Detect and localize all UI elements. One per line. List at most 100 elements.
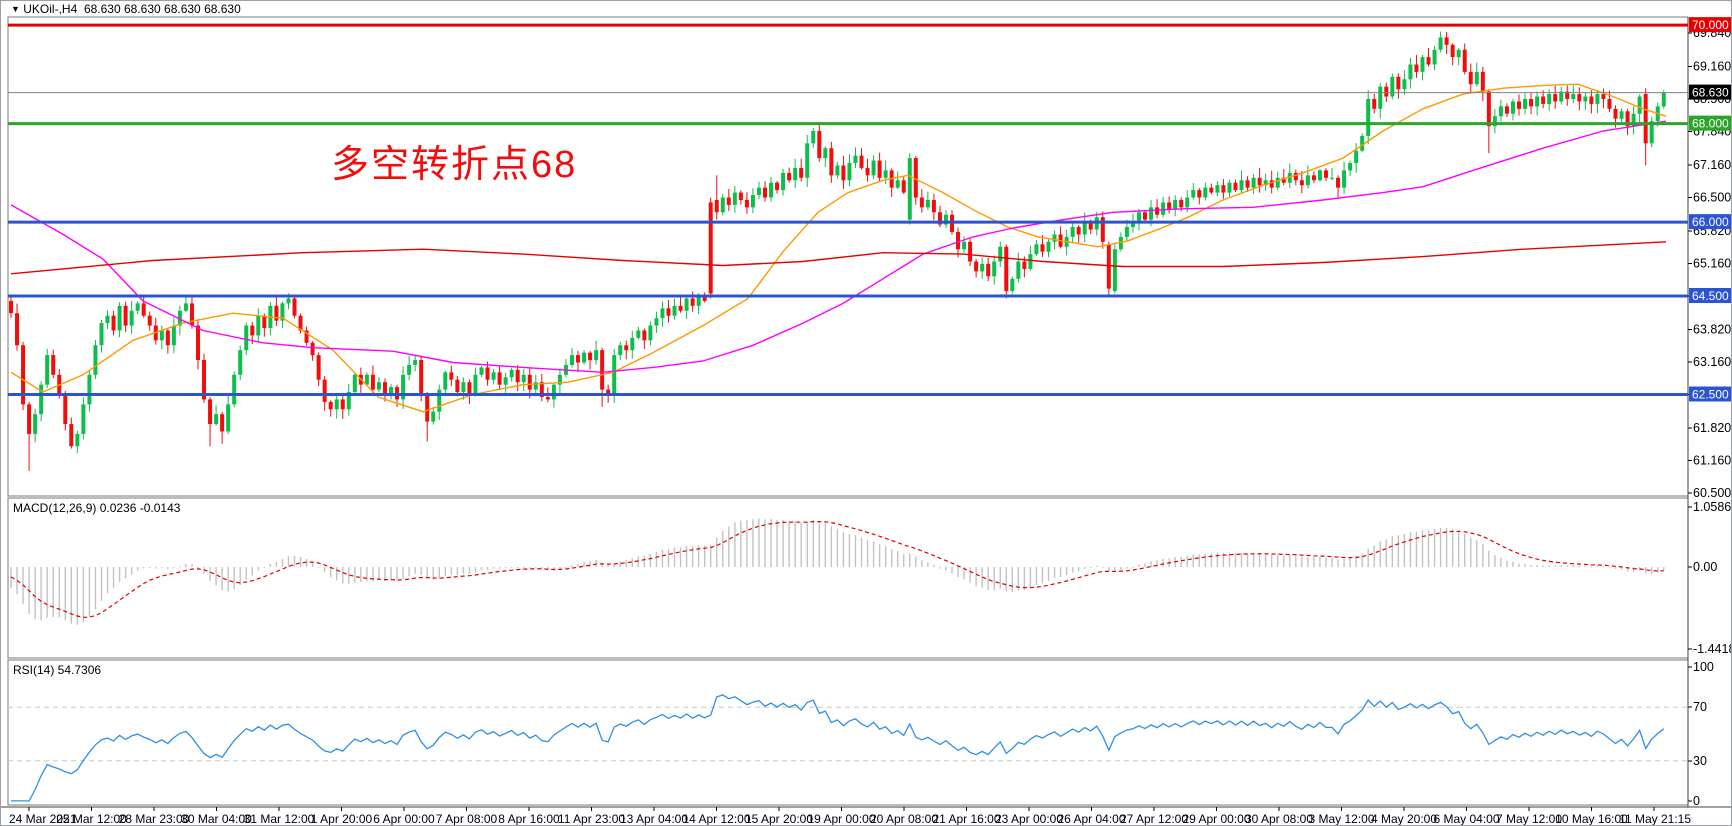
macd-histogram-bar xyxy=(1144,563,1146,567)
candle-body xyxy=(1287,172,1292,183)
candle-body xyxy=(129,310,134,326)
time-axis-label[interactable]: 4 May 20:00 xyxy=(1371,812,1437,826)
time-axis-label[interactable]: 11 Apr 23:00 xyxy=(558,812,625,826)
candle-body xyxy=(1408,64,1413,80)
candle-body xyxy=(925,199,930,208)
time-axis-label[interactable]: 3 May 12:00 xyxy=(1308,812,1374,826)
time-axis-label[interactable]: 23 Apr 00:00 xyxy=(995,812,1063,826)
time-axis-label[interactable]: 19 Apr 00:00 xyxy=(807,812,875,826)
candle-body xyxy=(292,298,297,316)
candle-body xyxy=(533,382,538,390)
candle-body xyxy=(986,263,991,277)
candle-body xyxy=(304,330,309,343)
candle-body xyxy=(817,131,822,159)
candle-body xyxy=(1070,227,1075,237)
macd-histogram-bar xyxy=(76,567,79,625)
macd-histogram-bar xyxy=(963,567,965,580)
macd-histogram-bar xyxy=(565,567,567,568)
price-axis-label: 61.160 xyxy=(1693,454,1731,468)
macd-histogram-bar xyxy=(921,560,923,567)
macd-histogram-bar xyxy=(167,567,169,570)
macd-histogram-bar xyxy=(595,559,597,567)
time-axis-label[interactable]: 20 Apr 08:00 xyxy=(870,812,938,826)
candle-body xyxy=(1643,94,1648,144)
candle-body xyxy=(684,298,689,311)
price-badge-70.000 xyxy=(1689,17,1731,33)
time-axis-label[interactable]: 29 Apr 00:00 xyxy=(1182,812,1250,826)
time-axis-label[interactable]: 13 Apr 04:00 xyxy=(620,812,688,826)
time-axis-label[interactable]: 14 Apr 12:00 xyxy=(682,812,750,826)
time-axis-label[interactable]: 15 Apr 20:00 xyxy=(745,812,813,826)
macd-axis-label: 0.00 xyxy=(1693,560,1717,574)
candle-body xyxy=(1239,180,1244,191)
candle-body xyxy=(1227,182,1232,193)
candle-body xyxy=(1124,227,1129,237)
time-axis-label[interactable]: 25 Mar 12:00 xyxy=(56,812,127,826)
candle-body xyxy=(1299,180,1304,186)
time-axis-label[interactable]: 8 Apr 16:00 xyxy=(498,812,560,826)
candle-body xyxy=(346,392,351,410)
time-axis-label[interactable]: 30 Mar 04:00 xyxy=(181,812,252,826)
chart-text-annotation[interactable]: 多空转折点68 xyxy=(331,144,578,186)
candle-body xyxy=(1143,212,1148,220)
macd-histogram-bar xyxy=(143,567,145,569)
macd-histogram-bar xyxy=(1560,565,1562,567)
candle-body xyxy=(576,355,581,363)
macd-histogram-bar xyxy=(1445,527,1448,567)
macd-histogram-bar xyxy=(1397,535,1400,567)
time-axis-label[interactable]: 26 Apr 04:00 xyxy=(1057,812,1125,826)
macd-histogram-bar xyxy=(221,567,223,591)
time-axis-label[interactable]: 21 Apr 16:00 xyxy=(932,812,1000,826)
candle-body xyxy=(214,414,219,425)
macd-histogram-bar xyxy=(957,567,959,578)
macd-histogram-bar xyxy=(866,540,869,567)
macd-histogram-bar xyxy=(52,567,54,617)
macd-histogram-bar xyxy=(420,567,422,575)
candle-body xyxy=(1492,116,1497,127)
macd-histogram-bar xyxy=(1626,567,1629,572)
macd-histogram-bar xyxy=(1590,566,1593,568)
rsi-axis-label: 0 xyxy=(1693,794,1700,808)
time-axis-label[interactable]: 30 Apr 08:00 xyxy=(1245,812,1313,826)
macd-histogram-bar xyxy=(456,567,459,575)
macd-histogram-bar xyxy=(553,567,555,571)
candle-body xyxy=(618,345,623,356)
macd-histogram-bar xyxy=(529,567,531,568)
candle-body xyxy=(1155,207,1160,215)
time-axis-label[interactable]: 6 Apr 00:00 xyxy=(373,812,435,826)
candle-body xyxy=(1607,98,1612,109)
candle-body xyxy=(1583,96,1588,102)
time-axis-label[interactable]: 24 Mar 2021 xyxy=(9,812,77,826)
macd-histogram-bar xyxy=(981,567,983,588)
macd-histogram-bar xyxy=(1216,552,1219,567)
time-axis-label[interactable]: 1 Apr 20:00 xyxy=(311,812,373,826)
candle-body xyxy=(1559,91,1564,102)
candle-body xyxy=(503,377,508,385)
candle-body xyxy=(1330,177,1335,179)
macd-histogram-bar xyxy=(1524,563,1526,567)
time-axis-label[interactable]: 7 May 12:00 xyxy=(1496,812,1562,826)
macd-histogram-bar xyxy=(245,567,247,580)
macd-histogram-bar xyxy=(1632,567,1635,572)
macd-histogram-bar xyxy=(275,561,278,567)
macd-histogram-bar xyxy=(1584,565,1587,567)
candle-body xyxy=(1076,227,1081,235)
time-axis-label[interactable]: 10 May 16:00 xyxy=(1555,812,1628,826)
macd-histogram-bar xyxy=(1096,565,1098,567)
time-axis-label[interactable]: 6 May 04:00 xyxy=(1433,812,1499,826)
time-axis-label[interactable]: 7 Apr 08:00 xyxy=(436,812,498,826)
macd-histogram-bar xyxy=(1114,567,1116,572)
time-axis-label[interactable]: 31 Mar 12:00 xyxy=(244,812,315,826)
time-axis-label[interactable]: 11 May 21:15 xyxy=(1619,812,1691,826)
time-axis-label[interactable]: 28 Mar 23:00 xyxy=(119,812,190,826)
candle-body xyxy=(202,360,207,400)
macd-histogram-bar xyxy=(872,541,875,567)
time-axis-label[interactable]: 27 Apr 12:00 xyxy=(1120,812,1188,826)
macd-histogram-bar xyxy=(1319,556,1321,567)
macd-histogram-bar xyxy=(378,567,380,581)
chart-menu-triangle-icon[interactable]: ▼ xyxy=(11,4,20,14)
candle-body xyxy=(1179,199,1184,208)
macd-histogram-bar xyxy=(58,567,60,618)
candle-body xyxy=(334,399,339,410)
